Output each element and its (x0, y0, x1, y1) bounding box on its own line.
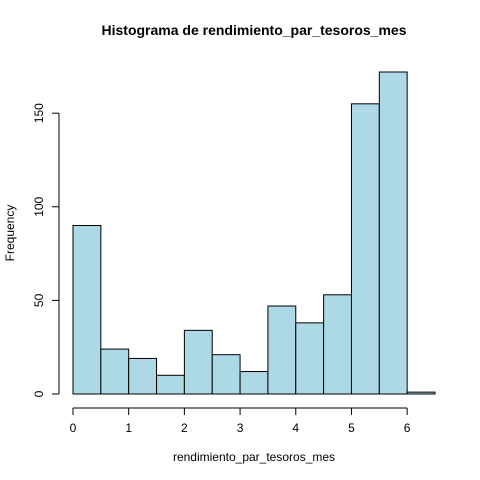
y-tick-label: 0 (32, 390, 46, 397)
x-tick-label: 5 (348, 421, 355, 435)
y-tick-label: 100 (32, 196, 46, 216)
histogram-bar-10 (350, 103, 380, 395)
histogram-bar-3 (156, 374, 185, 395)
histogram-bar-6 (239, 371, 269, 395)
histogram-bar-7 (267, 305, 297, 395)
histogram-bar-12 (406, 391, 436, 395)
bars-group (72, 71, 436, 395)
y-tick-label: 50 (32, 293, 46, 307)
histogram-bar-11 (378, 71, 408, 395)
histogram-bar-8 (295, 322, 325, 395)
x-axis: 0 1 2 3 4 5 6 (70, 407, 411, 435)
histogram-bar-1 (100, 348, 130, 395)
x-tick-label: 6 (404, 421, 411, 435)
x-axis-label: rendimiento_par_tesoros_mes (173, 450, 335, 464)
x-tick-label: 1 (125, 421, 132, 435)
x-tick-label: 0 (70, 421, 77, 435)
chart-title: Histograma de rendimiento_par_tesoros_me… (102, 22, 407, 38)
y-axis: 0 50 100 150 (32, 103, 60, 397)
x-tick-label: 2 (181, 421, 188, 435)
x-tick-label: 3 (237, 421, 244, 435)
x-tick-label: 4 (292, 421, 299, 435)
histogram-bar-0 (72, 225, 102, 395)
histogram-bar-5 (211, 354, 241, 395)
histogram-bar-9 (323, 294, 352, 395)
y-axis-label: Frequency (3, 205, 17, 262)
y-tick-label: 150 (32, 103, 46, 123)
histogram-bar-2 (128, 357, 158, 395)
histogram-bar-4 (183, 329, 213, 395)
